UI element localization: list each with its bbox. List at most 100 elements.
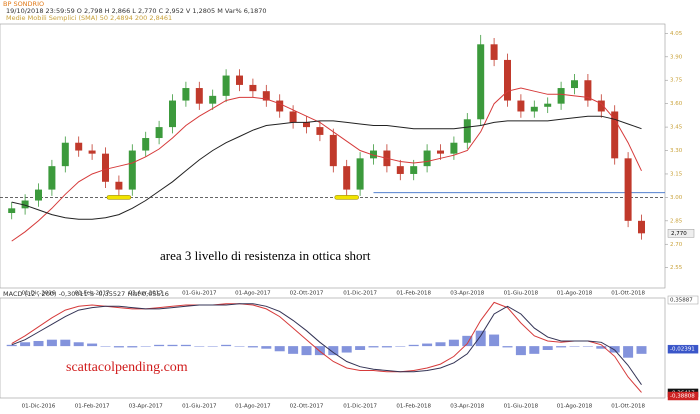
- candle-body: [195, 88, 203, 104]
- histogram-bar: [636, 346, 647, 354]
- histogram-bar: [408, 344, 419, 347]
- candle-body: [61, 142, 69, 167]
- histogram-bar: [288, 346, 299, 354]
- candle-body: [128, 150, 136, 190]
- y-tick-label: 2.55: [670, 265, 683, 271]
- histogram-bar: [60, 339, 71, 347]
- histogram-bar: [167, 344, 178, 347]
- last-price-box: [667, 229, 695, 238]
- y-tick-box: [667, 295, 699, 305]
- candle-body: [236, 75, 243, 85]
- candle-body: [102, 153, 109, 182]
- x-tick-label: 01-Ott-2018: [611, 404, 645, 410]
- histogram-bar: [395, 346, 406, 347]
- x-tick-label: 01-Giu-2017: [182, 404, 217, 410]
- y-tick-label: 3.90: [670, 54, 683, 60]
- histogram-bar: [261, 346, 272, 349]
- x-tick-label: 03-Apr-2017: [129, 404, 164, 410]
- x-tick-label: 01-Feb-2018: [396, 291, 431, 297]
- y-tick-label: 2.85: [670, 218, 683, 224]
- x-tick-label: 03-Apr-2018: [450, 404, 485, 410]
- candle-body: [343, 166, 351, 190]
- histogram-bar: [154, 344, 165, 347]
- histogram-bar: [569, 346, 580, 347]
- candle-body: [222, 75, 230, 96]
- histogram-bar: [381, 346, 392, 348]
- histogram-bar: [623, 346, 634, 358]
- candle-body: [437, 150, 444, 154]
- x-tick-label: 01-Ago-2018: [557, 404, 593, 410]
- histogram-bar: [113, 346, 124, 348]
- candle-body: [450, 142, 458, 154]
- candle-body: [35, 189, 42, 201]
- y-tick-label: 3.30: [670, 148, 683, 154]
- candle-body: [88, 150, 96, 154]
- candle-body: [638, 220, 645, 234]
- histogram-bar: [100, 346, 111, 347]
- candle-body: [611, 111, 619, 159]
- candle-body: [169, 100, 176, 128]
- histogram-bar: [314, 346, 325, 356]
- y-tick-box: [667, 391, 699, 401]
- macd-line: [11, 303, 642, 385]
- moving-average: [11, 115, 642, 220]
- x-tick-label: 01-Dic-2017: [343, 404, 377, 410]
- y-tick-label: 3.00: [670, 195, 683, 201]
- macd-frame: [0, 297, 666, 399]
- candle-body: [490, 44, 498, 60]
- y-tick-label: 2.70: [670, 242, 683, 248]
- candle-body: [530, 106, 538, 112]
- histogram-bar: [542, 346, 553, 350]
- candle-body: [396, 166, 404, 174]
- histogram-bar: [180, 344, 191, 347]
- candle-body: [477, 44, 485, 120]
- candle-body: [182, 88, 190, 101]
- histogram-bar: [556, 346, 567, 348]
- histogram-bar: [33, 340, 44, 347]
- histogram-bar: [355, 346, 366, 350]
- histogram-bar: [529, 346, 540, 354]
- histogram-bar: [422, 343, 433, 347]
- histogram-bar: [596, 346, 607, 349]
- histogram-bar: [328, 346, 339, 356]
- histogram-bar: [140, 346, 151, 347]
- histogram-bar: [247, 346, 258, 348]
- macd-line: [11, 301, 642, 393]
- candle-body: [142, 138, 150, 151]
- candle-body: [75, 142, 83, 151]
- candle-body: [21, 200, 29, 209]
- candle-body: [209, 95, 217, 104]
- candle-body: [517, 100, 525, 112]
- candle-body: [423, 150, 431, 167]
- y-tick-label: 0,35887: [670, 298, 693, 304]
- histogram-bar: [462, 335, 473, 347]
- highlight-marker: [334, 195, 359, 200]
- candle-body: [262, 91, 270, 101]
- chart-title: BP SONDRIO: [3, 0, 44, 8]
- y-tick-label: 3.75: [670, 78, 683, 84]
- histogram-bar: [234, 346, 245, 347]
- candle-body: [249, 84, 257, 92]
- histogram-bar: [46, 339, 57, 347]
- histogram-bar: [582, 346, 593, 347]
- x-tick-label: 01-Ago-2017: [235, 291, 271, 297]
- x-tick-label: 01-Giu-2017: [182, 291, 217, 297]
- candle-body: [370, 150, 377, 159]
- candle-body: [276, 100, 284, 112]
- candle-body: [571, 80, 578, 89]
- y-tick-label: 3.60: [670, 101, 683, 107]
- histogram-bar: [194, 346, 205, 347]
- histogram-bar: [6, 344, 17, 347]
- histogram-bar: [73, 342, 84, 347]
- candle-body: [597, 100, 605, 112]
- x-tick-label: 01-Feb-2017: [75, 291, 110, 297]
- x-tick-label: 01-Feb-2018: [396, 404, 431, 410]
- histogram-bar: [20, 342, 31, 347]
- candle-body: [410, 166, 418, 174]
- candle-body: [303, 122, 310, 128]
- moving-average: [11, 87, 642, 242]
- candle-body: [316, 127, 324, 135]
- candle-body: [624, 158, 632, 221]
- histogram-bar: [221, 344, 232, 347]
